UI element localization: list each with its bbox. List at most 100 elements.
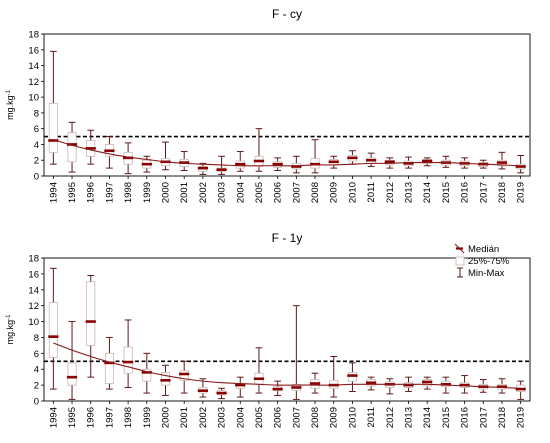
y-axis-label-superscript: -1 <box>6 89 12 95</box>
x-tick-label: 2000 <box>161 407 172 428</box>
iqr-box <box>86 281 96 346</box>
box-plot-1996 <box>85 129 96 165</box>
x-tick-label: 2017 <box>478 407 489 428</box>
y-tick-label: 4 <box>34 140 39 151</box>
chart-panel-1: F - 1y mg.kg-1 0 2 4 6 8 10 12 14 16 18 1994 1995 1996… <box>5 231 531 428</box>
x-tick-label: 1995 <box>67 182 78 203</box>
y-tick-label: 12 <box>28 301 39 312</box>
box-plot-2000 <box>160 141 171 171</box>
y-tick-label: 0 <box>34 172 39 183</box>
box-plot-2015 <box>440 376 451 394</box>
y-tick-label: 6 <box>34 349 39 360</box>
x-tick-label: 2012 <box>385 182 396 203</box>
box-plot-2004 <box>235 376 246 398</box>
y-tick-label: 2 <box>34 156 39 167</box>
box-plot-2013 <box>403 376 414 392</box>
iqr-box <box>67 132 77 163</box>
iqr-box <box>142 368 152 382</box>
x-tick-label: 2004 <box>235 182 246 203</box>
x-tick-label: 2007 <box>291 182 302 203</box>
iqr-box <box>104 352 114 384</box>
x-tick-label: 2005 <box>254 407 265 428</box>
x-tick-label: 2014 <box>422 182 433 203</box>
x-tick-label: 1997 <box>104 182 115 203</box>
box-plot-1994 <box>48 50 59 165</box>
box-plot-2012 <box>384 378 395 395</box>
iqr-box <box>123 346 133 374</box>
plot-frame <box>43 257 531 402</box>
x-tick-label: 2013 <box>404 407 415 428</box>
box-plot-2016 <box>459 375 470 394</box>
x-tick-label: 1996 <box>86 407 97 428</box>
x-tick-label: 2018 <box>497 407 508 428</box>
box-plot-2002 <box>197 378 208 398</box>
box-plot-2018 <box>496 378 508 394</box>
x-tick-label: 1996 <box>86 182 97 203</box>
x-tick-label: 2003 <box>217 407 228 428</box>
box-plot-2008 <box>309 139 321 174</box>
x-tick-label: 2011 <box>366 182 377 202</box>
y-tick-label: 10 <box>28 93 39 104</box>
box-plot-2005 <box>253 128 265 172</box>
x-tick-label: 2016 <box>460 407 471 428</box>
chart-title: F - 1y <box>272 231 303 245</box>
box-plot-2007 <box>291 155 302 174</box>
box-plot-2009 <box>328 356 339 398</box>
x-tick-label: 2006 <box>273 182 284 203</box>
y-axis-label-superscript: -1 <box>6 314 12 320</box>
box-plot-2010 <box>347 362 358 392</box>
box-plot-2010 <box>347 150 358 165</box>
chart-title: F - cy <box>272 7 302 21</box>
y-tick-label: 14 <box>28 61 39 72</box>
box-plot-1995 <box>66 121 78 173</box>
box-plot-1995 <box>66 321 78 400</box>
x-tick-label: 2002 <box>198 407 209 428</box>
box-plot-2014 <box>422 376 433 390</box>
x-tick-label: 1994 <box>48 407 59 428</box>
x-tick-label: 2001 <box>179 182 190 203</box>
chart-panel-0: F - cy mg.kg-1 0 2 4 6 8 10 12 14 16 18 1994 1995 1996… <box>5 7 531 203</box>
box-plot-2000 <box>160 364 171 396</box>
x-tick-label: 2015 <box>441 182 452 203</box>
y-tick-label: 10 <box>28 317 39 328</box>
y-axis-label-main: mg.kg <box>5 95 15 120</box>
box-plot-2015 <box>440 155 451 168</box>
x-tick-label: 2001 <box>179 407 190 428</box>
x-tick-label: 2010 <box>347 182 358 203</box>
trend-line <box>53 139 521 167</box>
box-plot-2012 <box>384 157 395 169</box>
box-plot-2013 <box>403 156 414 169</box>
y-tick-label: 4 <box>34 365 39 376</box>
box-plot-2007 <box>291 305 302 400</box>
y-tick-label: 2 <box>34 381 39 392</box>
iqr-box <box>160 371 171 386</box>
x-tick-label: 1998 <box>123 407 134 428</box>
x-tick-label: 2004 <box>235 407 246 428</box>
y-axis-label: mg.kg-1 <box>5 314 15 345</box>
box-plot-2002 <box>197 162 208 175</box>
x-tick-label: 2019 <box>516 182 527 203</box>
x-tick-label: 2012 <box>385 407 396 428</box>
x-tick-label: 2002 <box>198 182 209 203</box>
iqr-box <box>179 370 189 381</box>
x-tick-label: 2014 <box>422 407 433 428</box>
box-plot-2008 <box>309 372 321 394</box>
x-tick-label: 2007 <box>291 407 302 428</box>
x-tick-label: 1999 <box>142 407 153 428</box>
x-tick-label: 2006 <box>273 407 284 428</box>
box-plot-1999 <box>141 155 152 173</box>
box-plot-2004 <box>235 151 246 172</box>
box-plot-2001 <box>179 360 190 394</box>
x-tick-label: 1998 <box>123 182 134 203</box>
x-tick-label: 2017 <box>478 182 489 203</box>
box-plot-2006 <box>272 380 283 396</box>
box-plot-1998 <box>123 319 134 388</box>
x-tick-label: 1994 <box>48 182 59 203</box>
legend-label: 25%-75% <box>468 256 510 267</box>
x-tick-label: 2009 <box>329 407 340 428</box>
x-tick-label: 1999 <box>142 182 153 203</box>
y-tick-label: 8 <box>34 108 39 119</box>
iqr-box <box>48 302 58 358</box>
